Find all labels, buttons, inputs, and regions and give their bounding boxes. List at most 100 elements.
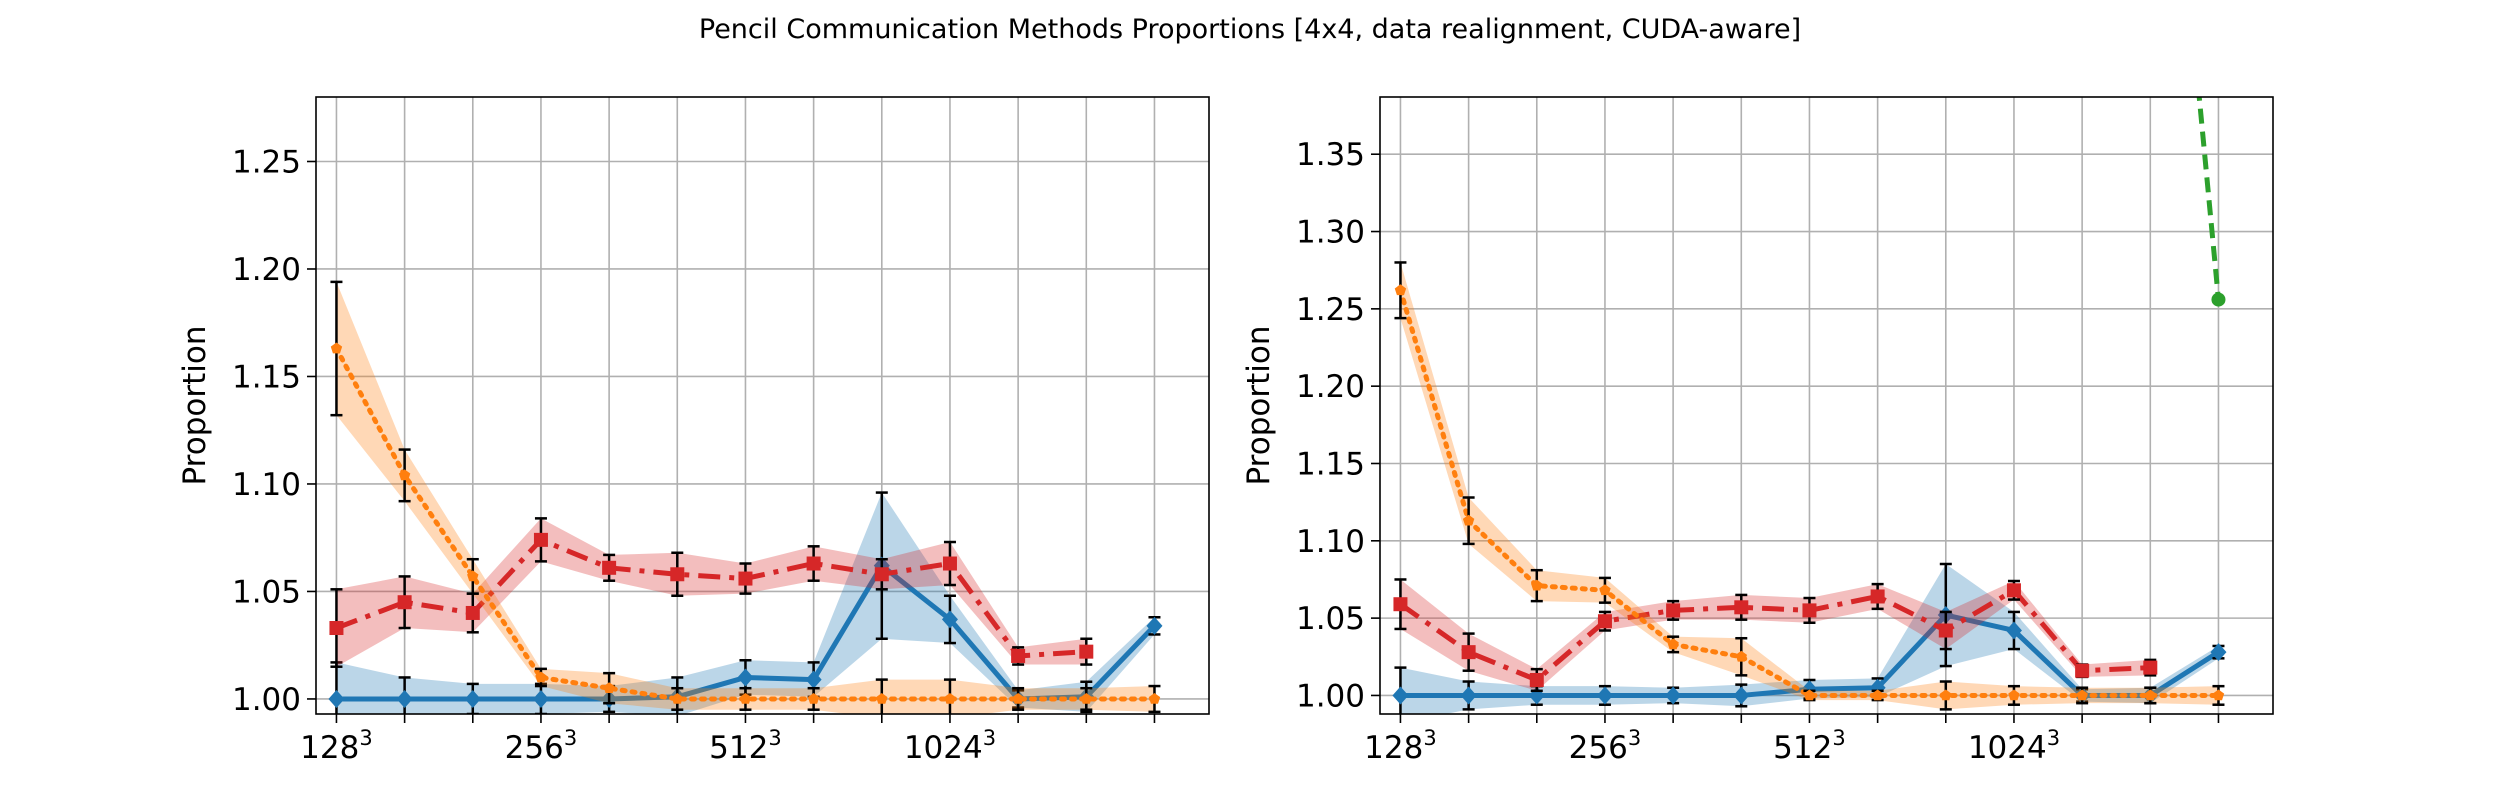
data-point	[1667, 638, 1679, 650]
data-point	[1940, 689, 1952, 701]
data-point	[1599, 584, 1611, 596]
series-2	[330, 280, 1161, 714]
y-tick-label: 1.15	[232, 359, 301, 395]
right-chart-panel: 1.00 1.05 1.10 1.15 1.20 1.25 1.30 1.35 1283 2563…	[1241, 96, 2274, 766]
error-band	[1400, 579, 2151, 691]
data-point	[1393, 597, 1408, 612]
data-point	[2211, 292, 2226, 307]
left-chart-panel: 1.00 1.05 1.10 1.15 1.20 1.25 1283 2563 5123 1024…	[177, 96, 1210, 766]
data-point	[876, 692, 888, 704]
data-point	[2210, 643, 2227, 662]
data-point	[671, 692, 683, 704]
data-point	[465, 605, 480, 620]
data-point	[941, 610, 958, 629]
y-tick-label: 1.35	[1296, 137, 1365, 173]
data-point	[329, 621, 344, 636]
data-point	[328, 689, 345, 708]
y-tick-label: 1.30	[1296, 215, 1365, 251]
grid	[1380, 97, 2273, 714]
y-tick-label: 1.05	[1296, 601, 1365, 637]
data-point	[2006, 583, 2021, 598]
data-point	[532, 689, 549, 708]
x-tick-label: 10243	[904, 726, 996, 766]
data-point	[1597, 614, 1612, 629]
x-tick-label: 1283	[300, 726, 373, 766]
data-point	[806, 556, 821, 571]
y-tick-label: 1.25	[232, 144, 301, 180]
series-line	[335, 537, 1087, 659]
y-tick-label: 1.10	[1296, 524, 1365, 560]
y-tick-label: 1.20	[232, 252, 301, 288]
data-point	[1529, 672, 1544, 687]
plot-frame	[315, 96, 1210, 715]
series-3	[2196, 97, 2226, 307]
data-point	[944, 692, 956, 704]
data-point	[874, 567, 889, 582]
data-point	[1733, 686, 1750, 705]
data-point	[1803, 689, 1816, 701]
data-point	[1870, 589, 1885, 604]
data-point	[397, 595, 412, 610]
y-axis-label: Proportion	[177, 326, 213, 486]
data-point	[603, 682, 615, 694]
data-point	[398, 469, 411, 481]
data-point	[2005, 621, 2022, 640]
y-tick-label: 1.25	[1296, 292, 1365, 328]
data-point	[602, 560, 617, 575]
data-point	[2008, 689, 2020, 701]
data-point	[2212, 689, 2225, 701]
figure-title: Pencil Communication Methods Proportions…	[698, 14, 1802, 45]
data-point	[1012, 692, 1024, 704]
y-axis-label: Proportion	[1241, 326, 1277, 486]
x-tick-label: 1283	[1364, 726, 1437, 766]
data-point	[396, 689, 413, 708]
data-point	[2143, 660, 2158, 675]
data-point	[1462, 514, 1475, 526]
error-band	[336, 518, 1087, 667]
x-tick-label: 10243	[1968, 726, 2060, 766]
data-point	[2075, 663, 2090, 678]
data-point	[533, 532, 548, 547]
data-point	[739, 692, 752, 704]
data-point	[942, 556, 957, 571]
x-tick-label: 5123	[1773, 726, 1846, 766]
data-point	[1938, 623, 1953, 638]
data-point	[464, 689, 481, 708]
y-tick-label: 1.00	[1296, 678, 1365, 714]
series-1	[329, 517, 1094, 668]
series-line	[2196, 97, 2221, 300]
data-point	[1148, 692, 1161, 704]
plot-frame	[1379, 96, 2274, 715]
data-point	[807, 692, 820, 704]
series-line	[1399, 587, 2151, 683]
data-point	[737, 668, 754, 687]
series-1	[1393, 578, 2158, 693]
data-point	[1146, 616, 1163, 635]
data-point	[1734, 600, 1749, 615]
data-point	[1665, 686, 1682, 705]
plot-area	[328, 280, 1163, 714]
data-point	[1394, 284, 1407, 296]
data-point	[1079, 644, 1094, 659]
data-point	[535, 671, 547, 683]
data-point	[738, 571, 753, 586]
data-point	[1531, 579, 1543, 591]
data-point	[1011, 648, 1026, 663]
series-2	[1394, 261, 2225, 711]
data-point	[1735, 650, 1747, 662]
data-point	[1871, 689, 1884, 701]
data-point	[330, 342, 343, 354]
data-point	[1666, 603, 1681, 618]
data-point	[467, 570, 479, 582]
y-tick-label: 1.00	[232, 682, 301, 718]
data-point	[670, 567, 685, 582]
data-point	[805, 670, 822, 689]
data-point	[1460, 686, 1477, 705]
y-tick-label: 1.20	[1296, 369, 1365, 405]
data-point	[1596, 686, 1613, 705]
x-tick-label: 2563	[1569, 726, 1642, 766]
data-point	[2076, 689, 2088, 701]
data-point	[1802, 603, 1817, 618]
x-tick-label: 2563	[505, 726, 578, 766]
